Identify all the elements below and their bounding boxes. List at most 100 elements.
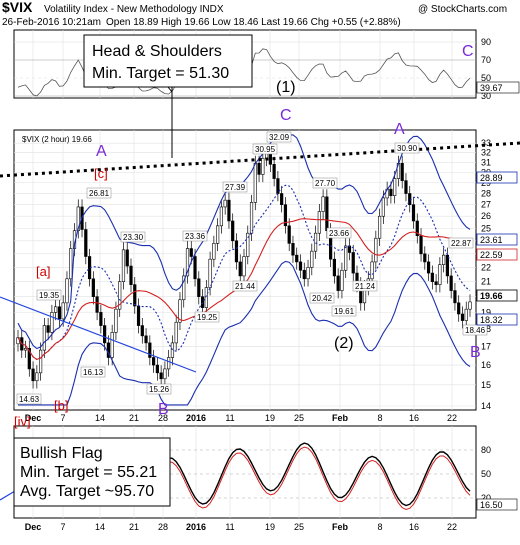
x-tick-main: Feb xyxy=(332,413,349,423)
candle-body xyxy=(155,364,159,374)
candle-body xyxy=(389,188,393,197)
x-tick-bottom: 8 xyxy=(377,522,382,532)
x-tick-bottom: 22 xyxy=(447,522,457,532)
candle-body xyxy=(468,301,472,310)
price-label: 16.13 xyxy=(83,368,104,377)
candle-body xyxy=(426,261,431,274)
price-label: 22.87 xyxy=(451,239,472,248)
price-label: 15.26 xyxy=(149,385,170,394)
price-label: 14.63 xyxy=(19,395,40,404)
top-current-value: 39.67 xyxy=(480,83,503,93)
x-tick-main: Dec xyxy=(25,413,42,423)
price-label-box xyxy=(331,305,357,317)
candle-body xyxy=(287,225,291,244)
candle-body xyxy=(411,204,416,222)
candle-body xyxy=(423,253,427,263)
flag-avg-target: Avg. Target ~95.70 xyxy=(20,483,154,500)
candle-body xyxy=(54,306,58,313)
price-label: 32.09 xyxy=(269,133,290,142)
right-value-box xyxy=(476,289,518,302)
price-label: 19.61 xyxy=(334,307,355,316)
wave-a-left-label: A xyxy=(96,143,107,160)
credit-label: @ StockCharts.com xyxy=(418,4,507,15)
price-label-box xyxy=(146,383,172,395)
candle-body xyxy=(27,347,31,370)
candle-body xyxy=(381,197,385,217)
bottom-y-tick: 80 xyxy=(481,445,491,455)
candle-body xyxy=(231,220,235,242)
price-label-box xyxy=(80,366,106,378)
price-label-box xyxy=(252,143,278,155)
ohlc-label: Open 18.89 High 19.66 Low 18.46 Last 19.… xyxy=(106,17,401,28)
main-y-tick: 21 xyxy=(481,277,491,287)
price-label-box xyxy=(462,324,488,336)
wave-iv-label: [iv] xyxy=(14,414,31,429)
candle-body xyxy=(99,312,103,326)
candle-body xyxy=(415,220,419,237)
price-label-box xyxy=(16,393,42,405)
wave-c-small-label: [c] xyxy=(94,166,108,181)
candle-body xyxy=(280,193,284,205)
x-tick-main: 7 xyxy=(60,413,65,423)
upper-band-line xyxy=(17,134,471,350)
candle-body xyxy=(283,204,288,227)
candle-body xyxy=(351,252,355,274)
price-label: 27.39 xyxy=(225,183,246,192)
candle-body xyxy=(438,264,442,285)
price-label: 30.90 xyxy=(397,144,418,153)
candle-body xyxy=(340,269,344,291)
candle-body xyxy=(110,332,114,358)
candle-body xyxy=(167,357,171,370)
candle-body xyxy=(404,180,408,194)
candle-body xyxy=(174,321,178,344)
candle-body xyxy=(129,265,133,285)
wave-b-small-label: [b] xyxy=(54,398,68,413)
candle-body xyxy=(223,199,227,208)
candle-body xyxy=(212,243,216,260)
wave-c-top-label: C xyxy=(462,43,474,60)
top-y-tick: 70 xyxy=(481,55,491,65)
x-tick-bottom: 14 xyxy=(95,522,105,532)
candle-body xyxy=(182,275,186,301)
price-label-box xyxy=(86,187,112,199)
top-y-tick: 50 xyxy=(481,73,491,83)
datetime-label: 26-Feb-2016 10:21am xyxy=(2,17,101,28)
top-y-tick: 90 xyxy=(481,37,491,47)
candle-body xyxy=(31,368,35,382)
price-label-box xyxy=(326,227,352,239)
right-value-text: 28.89 xyxy=(480,173,503,183)
index-name: Volatility Index - New Methodology INDX xyxy=(44,4,224,15)
main-y-tick: 32 xyxy=(481,148,491,158)
candle-body xyxy=(193,256,197,280)
candle-body xyxy=(261,158,265,175)
candle-body xyxy=(136,305,141,326)
hs-title: Head & Shoulders xyxy=(92,43,222,60)
top-y-tick: 30 xyxy=(481,91,491,101)
bottom-y-tick: 20 xyxy=(481,493,491,503)
price-label-box xyxy=(232,280,258,292)
candle-body xyxy=(238,261,242,277)
candle-body xyxy=(253,163,257,203)
main-legend: $VIX (2 hour) 19.66 xyxy=(22,135,92,144)
x-tick-bottom: 16 xyxy=(409,522,419,532)
price-label: 26.81 xyxy=(89,189,110,198)
wave-b-low-label: B xyxy=(158,401,169,418)
candle-body xyxy=(23,347,28,351)
price-label-box xyxy=(36,289,62,301)
candle-body xyxy=(449,275,453,291)
wave-c-mid-label: C xyxy=(280,107,292,124)
candle-body xyxy=(95,296,99,313)
exchange-text: INDX xyxy=(200,4,224,15)
candle-body xyxy=(344,245,348,271)
price-label-box xyxy=(266,131,292,143)
right-value-text: 22.59 xyxy=(480,250,503,260)
x-tick-main: 22 xyxy=(447,413,457,423)
neckline xyxy=(0,141,520,178)
candle-body xyxy=(272,164,276,179)
wave-2-label: (2) xyxy=(334,335,354,352)
candle-body xyxy=(313,232,318,252)
right-value-box xyxy=(476,313,518,326)
candle-body xyxy=(50,312,54,333)
flag-annotation-box xyxy=(13,437,171,507)
x-tick-bottom: 28 xyxy=(158,522,168,532)
